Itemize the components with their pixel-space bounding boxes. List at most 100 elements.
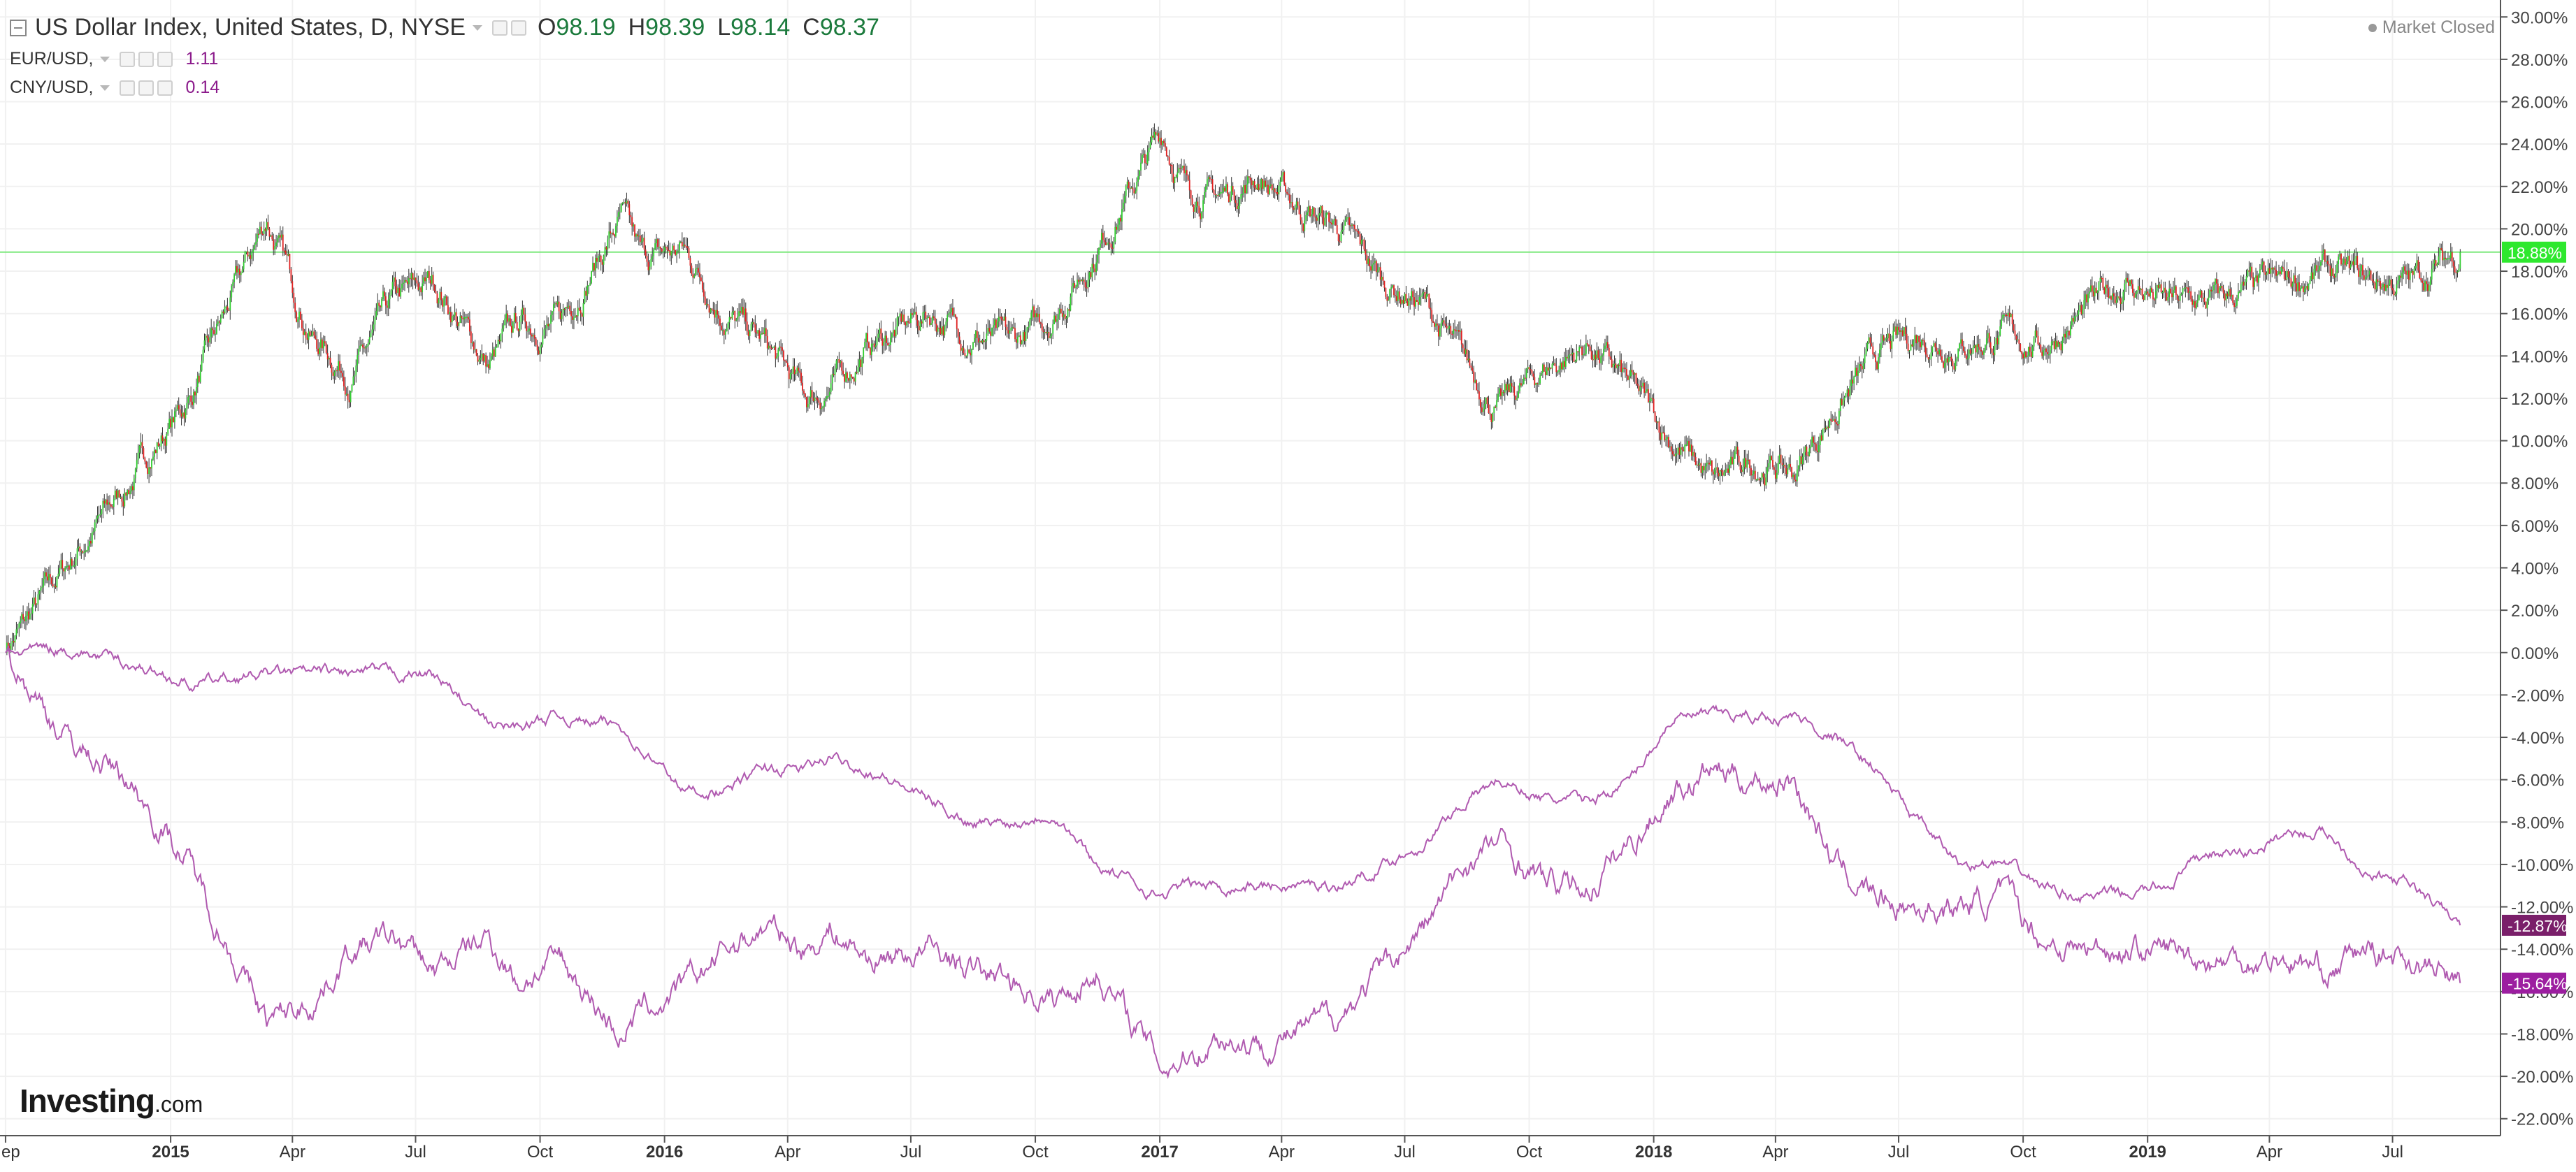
- candle-body: [543, 329, 545, 335]
- candle-body: [982, 340, 984, 342]
- candle-body: [1023, 332, 1024, 342]
- candle-body: [1046, 332, 1047, 333]
- candle-body: [443, 298, 445, 307]
- candle-body: [142, 442, 143, 449]
- candle-body: [373, 324, 375, 329]
- candle-body: [602, 262, 603, 265]
- candle-body: [1512, 386, 1513, 387]
- candle-body: [85, 551, 86, 553]
- candle-body: [2122, 292, 2124, 302]
- candle-body: [1833, 419, 1834, 421]
- candle-body: [80, 547, 81, 551]
- candle-body: [537, 345, 538, 351]
- candle-body: [411, 273, 412, 279]
- down-candle: [1227, 182, 1228, 196]
- candle-body: [2115, 296, 2116, 303]
- candle-body: [38, 591, 40, 594]
- candle-body: [752, 322, 754, 324]
- candle-body: [1581, 347, 1583, 355]
- candle-body: [1120, 218, 1121, 222]
- candle-body: [1269, 186, 1270, 194]
- candle-body: [1956, 359, 1957, 361]
- candle-body: [2025, 352, 2027, 357]
- candle-body: [1001, 317, 1002, 319]
- candle-body: [462, 318, 463, 319]
- candle-body: [1270, 185, 1272, 186]
- candle-body: [652, 256, 653, 259]
- candle-body: [1130, 188, 1131, 189]
- candle-body: [1308, 206, 1309, 212]
- candle-body: [2074, 317, 2075, 322]
- candle-body: [273, 239, 274, 249]
- candle-body: [515, 313, 517, 322]
- candle-body: [955, 314, 956, 317]
- candle-body: [2201, 291, 2203, 298]
- candle-body: [180, 410, 181, 414]
- candle-body: [573, 318, 575, 320]
- candle-body: [1633, 372, 1634, 375]
- candle-body: [864, 342, 865, 347]
- candle-body: [2170, 289, 2171, 294]
- candle-body: [690, 258, 691, 266]
- candle-body: [751, 324, 752, 330]
- candle-body: [1538, 384, 1539, 385]
- candle-body: [1760, 479, 1762, 481]
- candle-body: [2052, 341, 2054, 342]
- candle-body: [1322, 206, 1323, 217]
- candle-body: [2003, 314, 2005, 316]
- candle-body: [1395, 295, 1396, 296]
- candle-body: [1016, 339, 1017, 342]
- candle-body: [1133, 189, 1135, 193]
- candle-body: [2164, 288, 2166, 293]
- candle-body: [1969, 349, 1970, 359]
- candle-body: [303, 328, 304, 335]
- candle-body: [2159, 284, 2161, 288]
- candle-body: [1282, 172, 1283, 175]
- candle-body: [902, 314, 903, 321]
- candle-body: [1805, 447, 1806, 452]
- candle-body: [1259, 188, 1260, 190]
- candle-body: [780, 347, 782, 348]
- candle-body: [417, 284, 419, 290]
- candle-body: [1373, 263, 1374, 264]
- candle-body: [58, 574, 59, 577]
- candle-body: [744, 308, 745, 314]
- candle-body: [1235, 200, 1237, 203]
- candle-body: [1279, 182, 1281, 186]
- candle-body: [1228, 194, 1230, 202]
- candle-body: [1158, 133, 1159, 142]
- candle-body: [192, 402, 193, 405]
- candle-body: [595, 258, 596, 270]
- candle-body: [1921, 340, 1922, 347]
- candle-body: [2164, 288, 2165, 292]
- candle-body: [51, 578, 52, 584]
- candle-body: [1225, 184, 1227, 191]
- candle-body: [1469, 359, 1470, 366]
- candle-body: [430, 280, 431, 283]
- candle-body: [1047, 332, 1049, 333]
- candle-body: [2085, 294, 2086, 300]
- candle-body: [1643, 383, 1645, 393]
- candle-body: [2047, 352, 2048, 354]
- candle-body: [1510, 383, 1511, 392]
- candle-body: [487, 364, 488, 366]
- candle-body: [1806, 447, 1807, 456]
- candle-body: [1518, 391, 1519, 398]
- candle-body: [495, 347, 496, 357]
- candle-body: [1899, 330, 1901, 332]
- down-candle: [116, 489, 117, 499]
- candle-body: [1565, 357, 1567, 367]
- candle-body: [1768, 463, 1769, 468]
- candle-body: [2184, 288, 2185, 289]
- candle-body: [2178, 300, 2180, 301]
- candle-body: [465, 317, 466, 319]
- candle-body: [577, 308, 579, 316]
- candle-body: [687, 247, 689, 249]
- candle-body: [991, 328, 993, 336]
- candle-body: [1109, 243, 1111, 244]
- candle-body: [1915, 335, 1917, 343]
- candle-body: [1093, 264, 1094, 269]
- candle-body: [1982, 352, 1983, 355]
